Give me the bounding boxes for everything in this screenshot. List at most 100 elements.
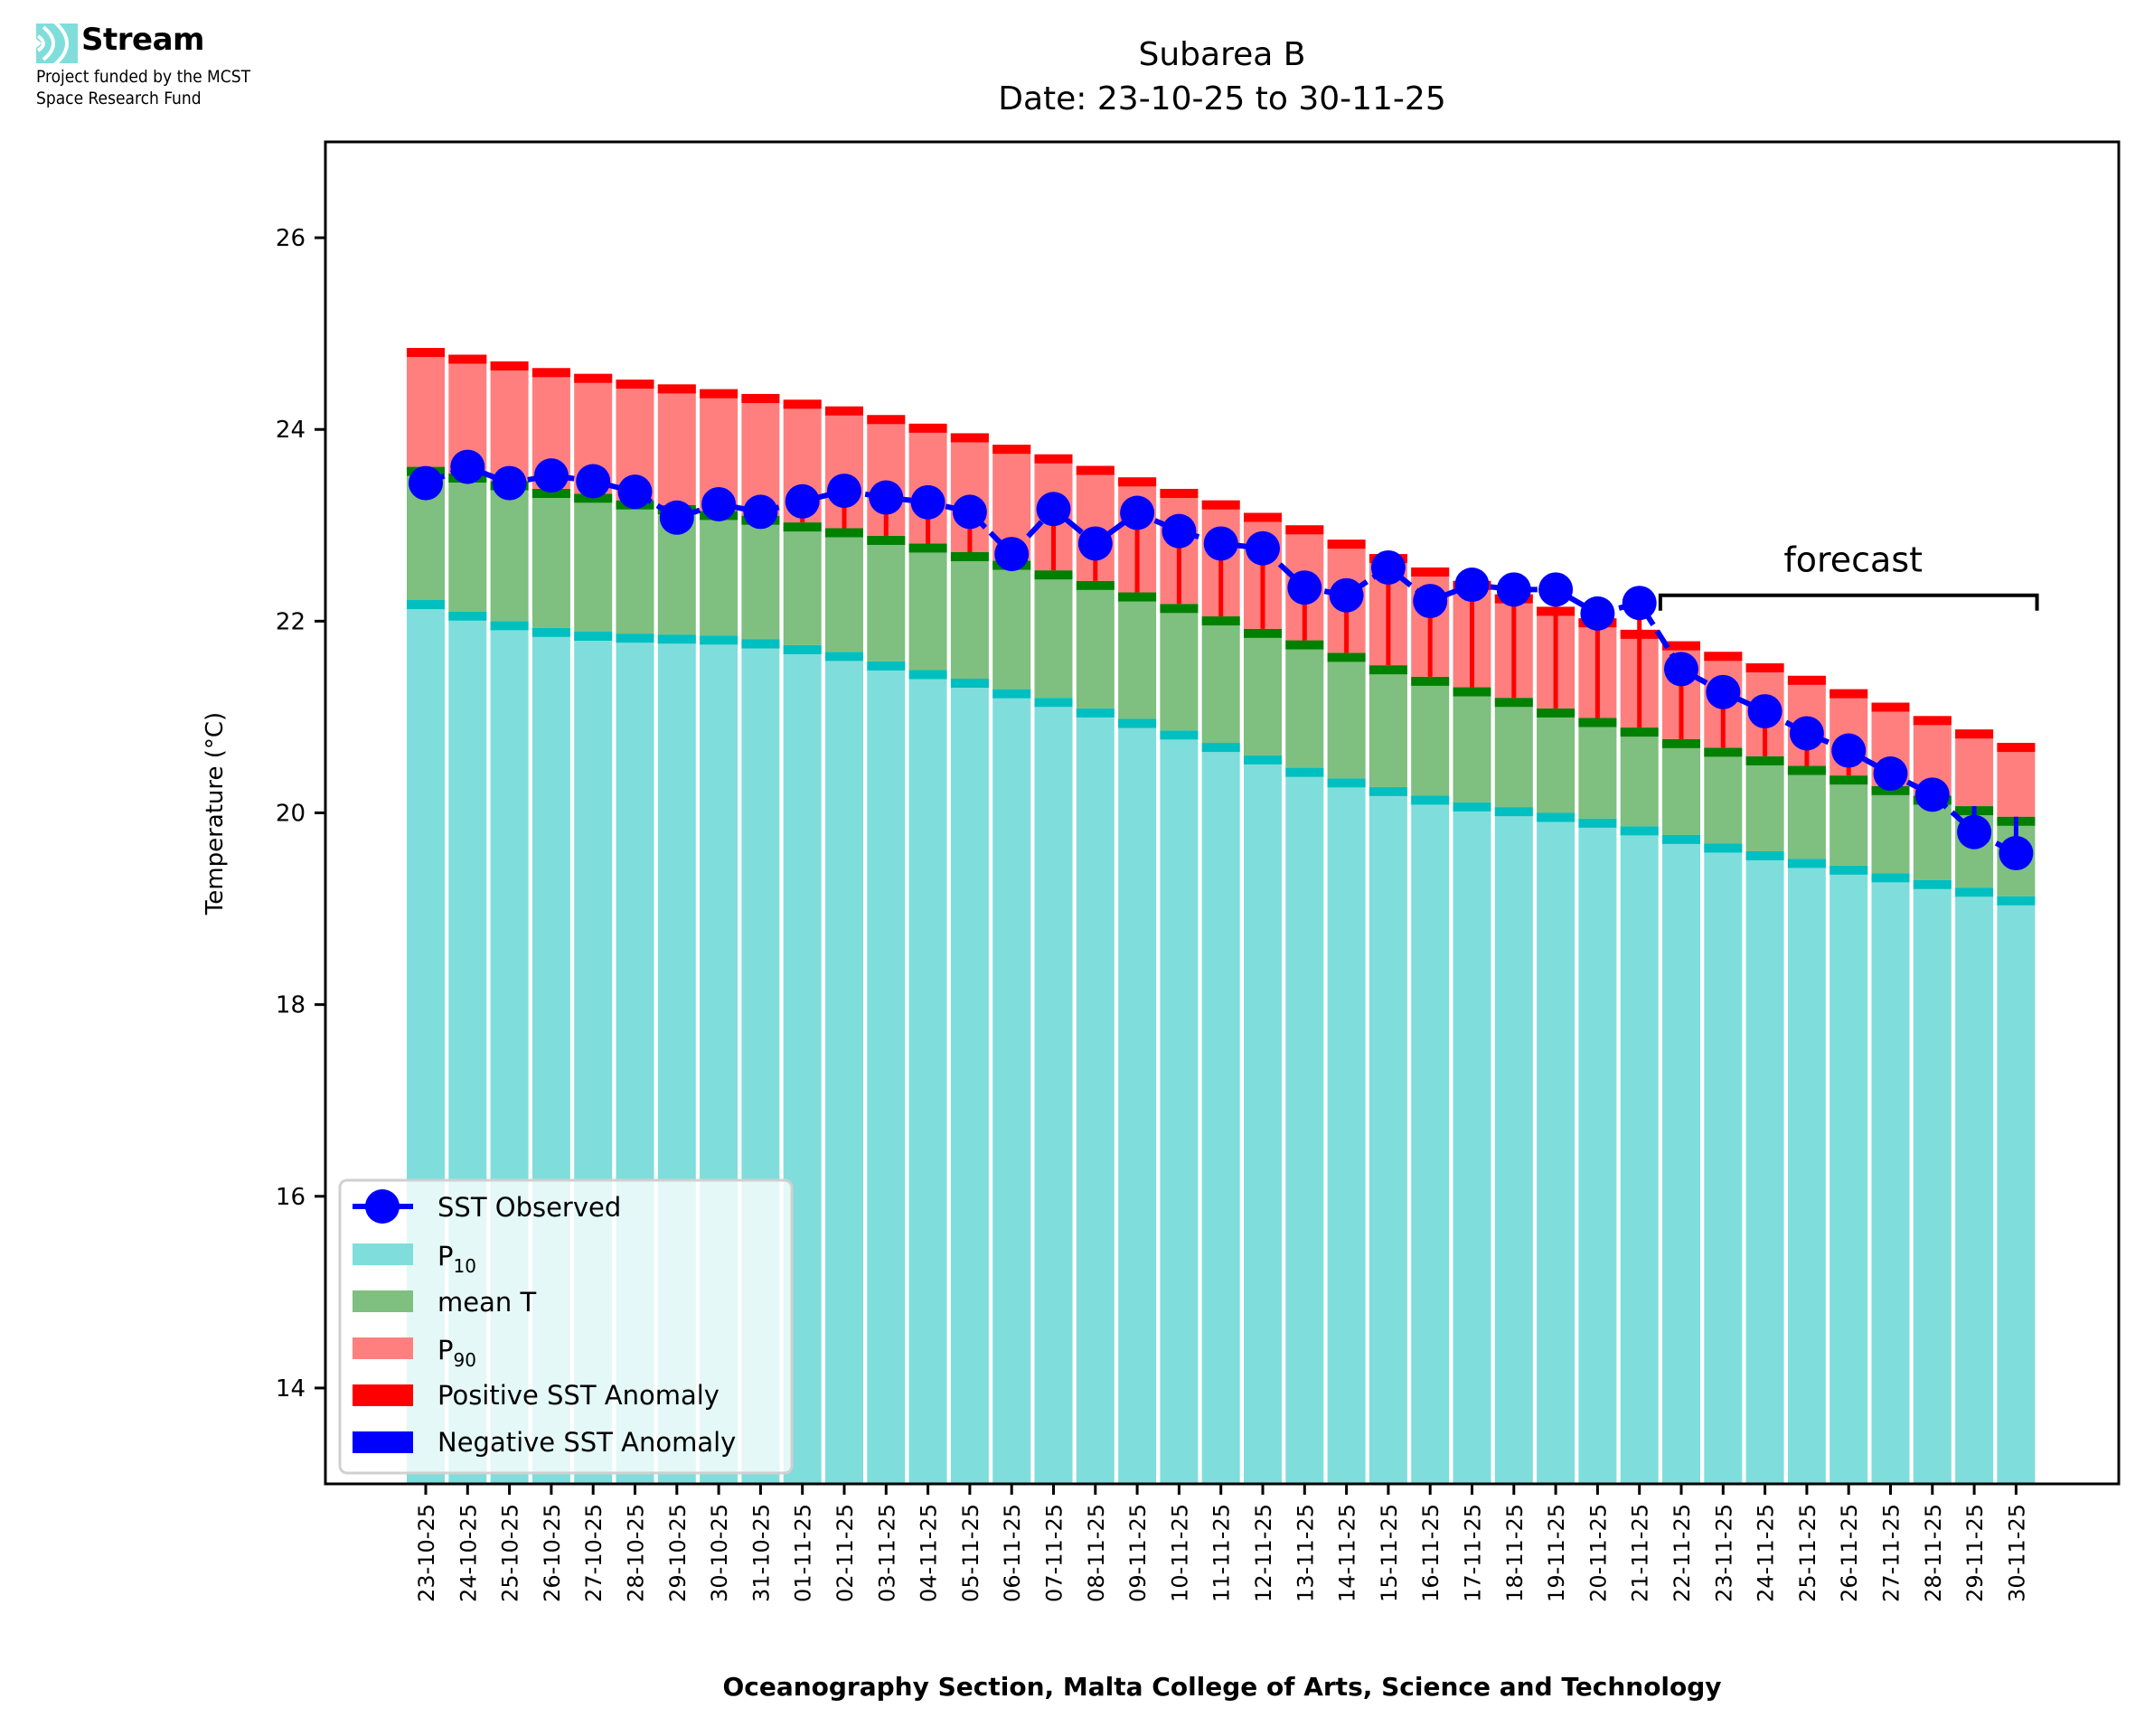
x-tick-label: 17-11-25 — [1461, 1504, 1486, 1602]
bar-mean-t-03-11-25 — [867, 535, 906, 662]
bar-fill — [1411, 795, 1450, 1484]
bar-p90-25-10-25 — [490, 361, 529, 482]
bar-mean-t-15-11-25 — [1369, 665, 1407, 787]
bar-top-band — [531, 627, 570, 637]
bar-top-band — [700, 635, 738, 645]
bar-top-band — [490, 361, 529, 371]
bar-fill — [1829, 865, 1868, 1484]
x-tick-label: 03-11-25 — [874, 1504, 899, 1602]
bar-top-band — [1704, 843, 1743, 853]
bar-fill — [908, 543, 947, 671]
sst-observed-point-02-11-25 — [827, 474, 861, 509]
legend-frame — [338, 1178, 794, 1475]
bar-top-band — [1034, 698, 1073, 708]
bar-top-band — [1411, 567, 1450, 577]
x-tick-label: 20-11-25 — [1585, 1504, 1611, 1602]
bar-fill — [1787, 859, 1826, 1484]
bar-fill — [1997, 743, 2036, 817]
legend-swatch-positive-anomaly — [353, 1384, 413, 1406]
bar-top-band — [1160, 730, 1199, 740]
bar-fill — [825, 528, 863, 652]
bar-fill — [1829, 775, 1868, 866]
sst-observed-point-20-11-25 — [1580, 596, 1615, 631]
legend-swatch-negative-anomaly — [353, 1431, 413, 1453]
sst-observed-point-27-11-25 — [1873, 756, 1908, 792]
bar-p90-29-11-25 — [1955, 729, 1994, 807]
bar-mean-t-24-10-25 — [448, 474, 487, 612]
legend-item-mean-t: mean T — [353, 1287, 536, 1318]
sst-observed-point-25-10-25 — [492, 465, 527, 501]
bar-fill — [1913, 879, 1952, 1484]
x-tick-label: 26-11-25 — [1837, 1504, 1862, 1602]
x-tick-label: 05-11-25 — [958, 1504, 983, 1602]
bar-top-band — [1620, 727, 1659, 737]
bar-top-band — [992, 689, 1031, 699]
bar-top-band — [1578, 718, 1617, 727]
bar-fill — [867, 535, 906, 662]
bar-top-band — [657, 634, 696, 644]
bar-p10-20-11-25 — [1578, 818, 1617, 1484]
bar-top-band — [1662, 738, 1700, 748]
bar-p90-24-10-25 — [448, 354, 487, 474]
bar-p10-30-11-25 — [1997, 896, 2036, 1484]
bar-p10-19-11-25 — [1537, 812, 1576, 1484]
bar-top-band — [1913, 716, 1952, 726]
sst-observed-point-13-11-25 — [1287, 570, 1322, 605]
x-tick-label: 30-11-25 — [2004, 1504, 2029, 1602]
bar-top-band — [657, 384, 696, 394]
bar-mean-t-21-11-25 — [1620, 727, 1659, 827]
bar-fill — [1285, 767, 1324, 1484]
bar-top-band — [908, 543, 947, 553]
sst-observed-point-06-11-25 — [994, 537, 1030, 572]
x-tick-label: 08-11-25 — [1084, 1504, 1109, 1602]
bar-p10-07-11-25 — [1034, 698, 1073, 1484]
bar-top-band — [783, 522, 822, 532]
sst-observed-point-03-11-25 — [869, 480, 904, 515]
bar-mean-t-02-11-25 — [825, 528, 863, 652]
bar-top-band — [1411, 676, 1450, 686]
sst-observed-point-01-11-25 — [785, 483, 820, 519]
bar-top-band — [1997, 896, 2036, 906]
bar-p10-08-11-25 — [1076, 708, 1115, 1484]
legend-item-p10: P10 — [353, 1241, 476, 1277]
sst-observed-point-19-11-25 — [1538, 572, 1574, 607]
bar-top-band — [1829, 865, 1868, 875]
sst-observed-point-31-10-25 — [743, 494, 778, 530]
y-tick-label: 20 — [276, 801, 306, 828]
bar-fill — [531, 488, 570, 628]
x-tick-label: 14-11-25 — [1335, 1504, 1360, 1602]
bar-top-band — [1160, 604, 1199, 614]
x-tick-label: 15-11-25 — [1377, 1504, 1402, 1602]
bar-top-band — [950, 551, 989, 561]
bar-mean-t-10-11-25 — [1160, 604, 1199, 731]
bar-fill — [1620, 826, 1659, 1484]
bar-fill — [1285, 640, 1324, 768]
bar-top-band — [448, 611, 487, 621]
bar-mean-t-25-11-25 — [1787, 765, 1826, 859]
bar-fill — [741, 515, 780, 640]
bar-fill — [1411, 676, 1450, 796]
bar-fill — [1662, 834, 1700, 1484]
bar-top-band — [1327, 652, 1366, 662]
bar-fill — [448, 474, 487, 612]
sst-observed-point-05-11-25 — [952, 494, 987, 530]
bar-top-band — [783, 399, 822, 409]
bar-p10-26-11-25 — [1829, 865, 1868, 1484]
bar-p10-14-11-25 — [1327, 778, 1366, 1484]
bar-top-band — [741, 393, 780, 403]
bar-fill — [908, 670, 947, 1484]
bar-mean-t-20-11-25 — [1578, 718, 1617, 819]
bar-fill — [1745, 850, 1784, 1484]
bar-mean-t-26-11-25 — [1829, 775, 1868, 866]
bar-top-band — [1704, 652, 1743, 662]
sst-observed-point-23-11-25 — [1706, 674, 1741, 709]
x-axis: 23-10-25 24-10-25 25-10-25 26-10-25 27-10-25… — [414, 1484, 2029, 1602]
sst-observed-point-10-11-25 — [1162, 513, 1197, 549]
x-tick-label: 27-10-25 — [581, 1504, 607, 1602]
bar-top-band — [1829, 775, 1868, 785]
bar-p10-13-11-25 — [1285, 767, 1324, 1484]
bar-p10-05-11-25 — [950, 679, 989, 1484]
bar-top-band — [1327, 778, 1366, 788]
bar-top-band — [1327, 540, 1366, 549]
x-tick-label: 28-11-25 — [1921, 1504, 1946, 1602]
